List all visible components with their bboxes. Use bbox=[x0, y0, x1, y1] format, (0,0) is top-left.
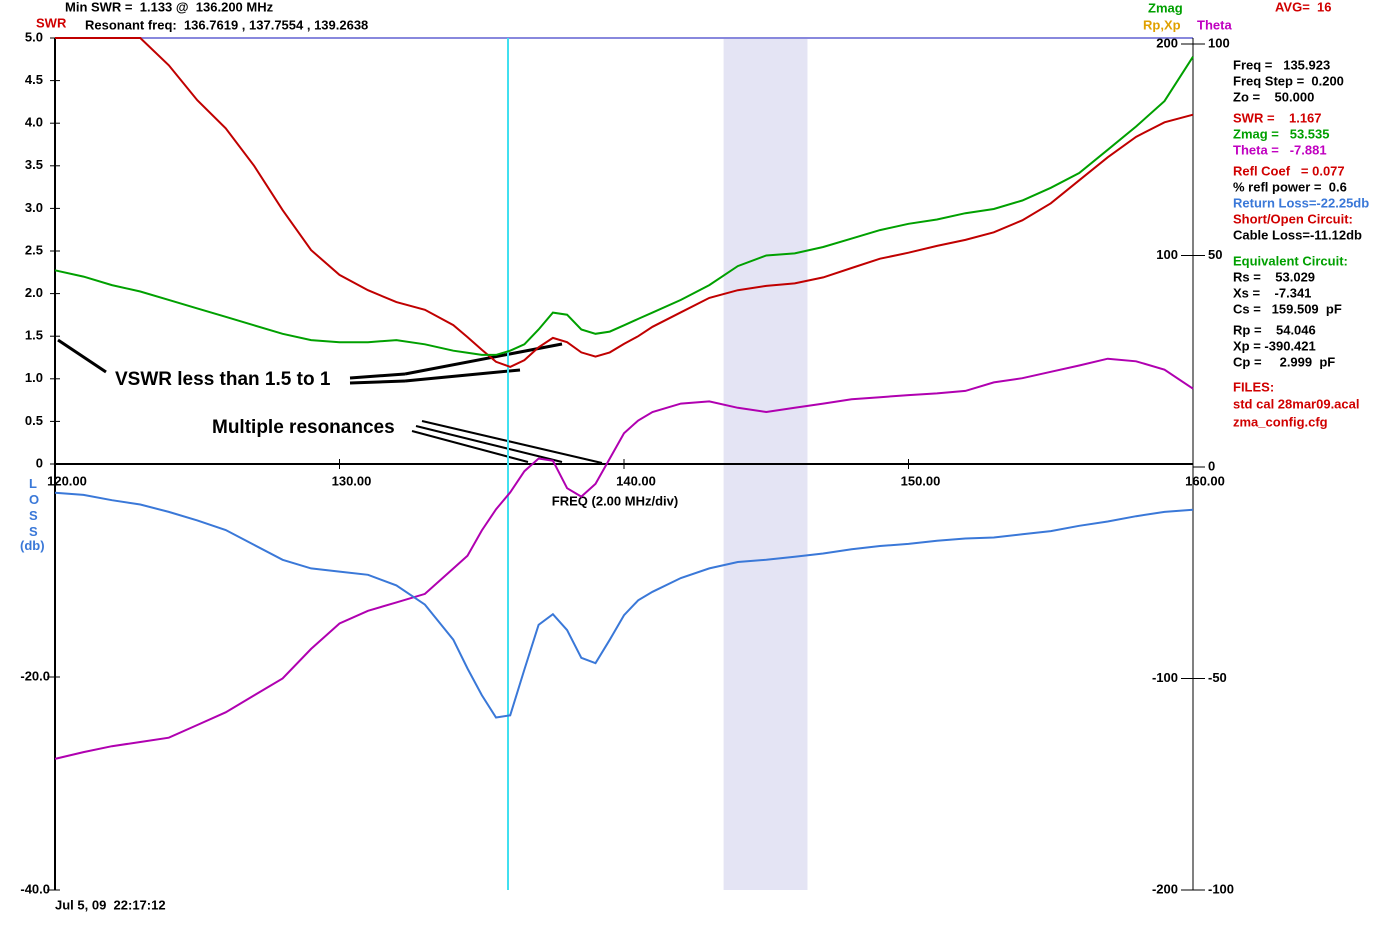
series-line bbox=[55, 37, 1194, 368]
min-swr: Min SWR = 1.133 @ 136.200 MHz bbox=[65, 0, 274, 14]
resonant-freq: Resonant freq: 136.7619 , 137.7554 , 139… bbox=[85, 17, 368, 32]
y-tick-label: 1.0 bbox=[25, 370, 43, 385]
annotation: Multiple resonances bbox=[212, 417, 395, 438]
loss-axis-title: LOSS bbox=[29, 476, 40, 539]
rpxp-axis-title: Rp,Xp bbox=[1143, 17, 1181, 32]
readout: Refl Coef = 0.077 bbox=[1233, 163, 1345, 178]
y-tick-label: 3.5 bbox=[25, 157, 43, 172]
series-line bbox=[54, 56, 1194, 356]
annotation: VSWR less than 1.5 to 1 bbox=[115, 369, 331, 390]
swr-axis-title: SWR bbox=[36, 15, 67, 30]
y-tick-label: 4.0 bbox=[25, 115, 43, 130]
readout: Zo = 50.000 bbox=[1233, 89, 1314, 104]
readout: Return Loss=-22.25db bbox=[1233, 195, 1369, 210]
readout: Cable Loss=-11.12db bbox=[1233, 227, 1362, 242]
x-axis-title: FREQ (2.00 MHz/div) bbox=[552, 493, 678, 508]
zmag-axis-title: Zmag bbox=[1148, 0, 1183, 15]
y2-tick-label: -100 bbox=[1152, 670, 1178, 685]
y3-tick-label: -50 bbox=[1208, 670, 1227, 685]
readout: Theta = -7.881 bbox=[1233, 142, 1327, 157]
avg: AVG= 16 bbox=[1275, 0, 1331, 14]
readout: Short/Open Circuit: bbox=[1233, 211, 1353, 226]
series-line bbox=[54, 357, 1194, 760]
y-tick-label: 0.5 bbox=[25, 413, 43, 428]
x-tick-label: 150.00 bbox=[901, 473, 941, 488]
y3-tick-label: 0 bbox=[1208, 458, 1215, 473]
x-tick-label: 140.00 bbox=[616, 473, 656, 488]
readout: % refl power = 0.6 bbox=[1233, 179, 1347, 194]
y4-tick-label: -40.0 bbox=[20, 881, 50, 896]
x-tick-label: 160.00 bbox=[1185, 473, 1225, 488]
readout: std cal 28mar09.acal bbox=[1233, 396, 1359, 411]
y2-tick-label: -200 bbox=[1152, 881, 1178, 896]
annotation-arrows bbox=[57, 338, 603, 464]
timestamp: Jul 5, 09 22:17:12 bbox=[55, 897, 166, 912]
series-line bbox=[54, 491, 1194, 719]
theta-axis-title: Theta bbox=[1197, 17, 1232, 32]
loss-axis-unit: (db) bbox=[20, 538, 45, 553]
y3-tick-label: 50 bbox=[1208, 247, 1222, 262]
readout: Equivalent Circuit: bbox=[1233, 253, 1348, 268]
y-tick-label: 2.0 bbox=[25, 285, 43, 300]
x-tick-label: 130.00 bbox=[332, 473, 372, 488]
readout: Xp = -390.421 bbox=[1233, 338, 1316, 353]
x-tick-label: 120.00 bbox=[47, 473, 87, 488]
readout: FILES: bbox=[1233, 379, 1274, 394]
readout: Zmag = 53.535 bbox=[1233, 126, 1329, 141]
y2-tick-label: 100 bbox=[1156, 247, 1178, 262]
y4-tick-label: -20.0 bbox=[20, 668, 50, 683]
y-tick-label: 4.5 bbox=[25, 72, 43, 87]
y3-tick-label: 100 bbox=[1208, 35, 1230, 50]
y3-tick-label: -100 bbox=[1208, 881, 1234, 896]
y2-tick-label: 200 bbox=[1156, 35, 1178, 50]
readout: Freq Step = 0.200 bbox=[1233, 73, 1344, 88]
y-tick-label: 2.5 bbox=[25, 242, 43, 257]
readout: SWR = 1.167 bbox=[1233, 110, 1322, 125]
readout: zma_config.cfg bbox=[1233, 414, 1328, 429]
readout: Cs = 159.509 pF bbox=[1233, 301, 1342, 316]
y-tick-label: 1.5 bbox=[25, 328, 43, 343]
y-tick-label: 5.0 bbox=[25, 29, 43, 44]
y-tick-label: 3.0 bbox=[25, 200, 43, 215]
y-tick-label: 0 bbox=[36, 455, 43, 470]
readout: Cp = 2.999 pF bbox=[1233, 354, 1335, 369]
readout: Rs = 53.029 bbox=[1233, 269, 1315, 284]
readout: Xs = -7.341 bbox=[1233, 285, 1311, 300]
readout: Rp = 54.046 bbox=[1233, 322, 1316, 337]
readout: Freq = 135.923 bbox=[1233, 57, 1330, 72]
